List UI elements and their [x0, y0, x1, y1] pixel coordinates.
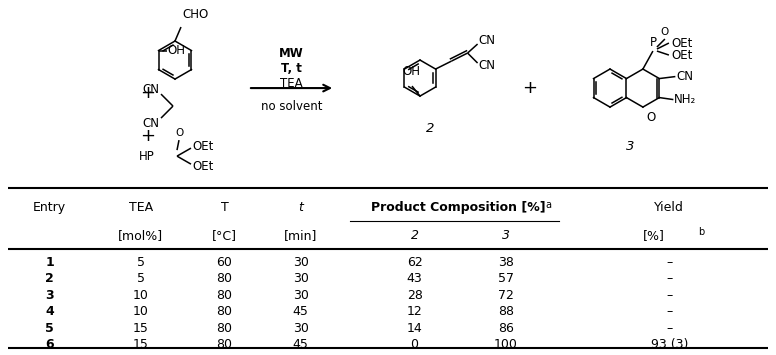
Text: t: t — [298, 201, 303, 214]
Text: 86: 86 — [498, 322, 514, 335]
Text: [%]: [%] — [643, 229, 665, 242]
Text: a: a — [546, 200, 552, 209]
Text: OH: OH — [402, 65, 420, 78]
Text: 30: 30 — [293, 322, 309, 335]
Text: +: + — [522, 79, 538, 97]
Text: 80: 80 — [217, 322, 233, 335]
Text: T: T — [220, 201, 228, 214]
Text: CN: CN — [677, 70, 694, 83]
Text: 72: 72 — [498, 289, 514, 302]
Text: 100: 100 — [494, 338, 518, 351]
Text: –: – — [667, 272, 673, 285]
Text: [mol%]: [mol%] — [118, 229, 164, 242]
Text: CHO: CHO — [182, 8, 208, 21]
Text: TEA: TEA — [280, 77, 303, 89]
Text: 5: 5 — [137, 272, 145, 285]
Text: 60: 60 — [217, 256, 233, 269]
Text: HP: HP — [139, 149, 155, 163]
Text: 45: 45 — [293, 338, 309, 351]
Text: CN: CN — [479, 59, 496, 72]
Text: 4: 4 — [45, 305, 54, 318]
Text: Product Composition [%]: Product Composition [%] — [371, 201, 549, 214]
Text: 28: 28 — [407, 289, 423, 302]
Text: 80: 80 — [217, 272, 233, 285]
Text: 38: 38 — [498, 256, 514, 269]
Text: Yield: Yield — [654, 201, 684, 214]
Text: 30: 30 — [293, 289, 309, 302]
Text: 5: 5 — [137, 256, 145, 269]
Text: OEt: OEt — [671, 49, 692, 61]
Text: OEt: OEt — [192, 140, 213, 153]
Text: 3: 3 — [45, 289, 54, 302]
Text: T, t: T, t — [281, 61, 302, 75]
Text: TEA: TEA — [129, 201, 153, 214]
Text: 45: 45 — [293, 305, 309, 318]
Text: 2: 2 — [426, 122, 435, 135]
Text: CN: CN — [142, 83, 159, 95]
Text: NH₂: NH₂ — [674, 93, 697, 106]
Text: –: – — [667, 289, 673, 302]
Text: 1: 1 — [45, 256, 54, 269]
Text: 43: 43 — [407, 272, 422, 285]
Text: 15: 15 — [133, 338, 149, 351]
Text: 93 (3): 93 (3) — [651, 338, 688, 351]
Text: 5: 5 — [45, 322, 54, 335]
Text: 80: 80 — [217, 289, 233, 302]
Text: OEt: OEt — [671, 37, 692, 50]
Text: 14: 14 — [407, 322, 422, 335]
Text: Entry: Entry — [33, 201, 66, 214]
Text: 57: 57 — [498, 272, 514, 285]
Text: MW: MW — [279, 47, 304, 60]
Text: –: – — [667, 322, 673, 335]
Text: [°C]: [°C] — [212, 229, 237, 242]
Text: +: + — [140, 127, 155, 145]
Text: –: – — [667, 256, 673, 269]
Text: 3: 3 — [625, 140, 634, 153]
Text: 2: 2 — [45, 272, 54, 285]
Text: OH: OH — [168, 44, 185, 57]
Text: 80: 80 — [217, 338, 233, 351]
Text: 12: 12 — [407, 305, 422, 318]
Text: 10: 10 — [133, 289, 149, 302]
Text: CN: CN — [479, 33, 496, 47]
Text: no solvent: no solvent — [261, 100, 322, 113]
Text: 3: 3 — [502, 229, 510, 242]
Text: 2: 2 — [411, 229, 418, 242]
Text: CN: CN — [142, 116, 159, 130]
Text: +: + — [140, 84, 155, 102]
Text: OEt: OEt — [192, 160, 213, 173]
Text: 88: 88 — [498, 305, 514, 318]
Text: 10: 10 — [133, 305, 149, 318]
Text: 30: 30 — [293, 256, 309, 269]
Text: 80: 80 — [217, 305, 233, 318]
Text: [min]: [min] — [284, 229, 317, 242]
Text: b: b — [698, 227, 705, 237]
Text: P: P — [650, 36, 656, 49]
Text: O: O — [646, 111, 655, 124]
Text: 15: 15 — [133, 322, 149, 335]
Text: 30: 30 — [293, 272, 309, 285]
Text: –: – — [667, 305, 673, 318]
Text: 0: 0 — [411, 338, 418, 351]
Text: 6: 6 — [45, 338, 54, 351]
Text: O: O — [175, 128, 183, 138]
Text: O: O — [661, 27, 669, 37]
Text: 62: 62 — [407, 256, 422, 269]
